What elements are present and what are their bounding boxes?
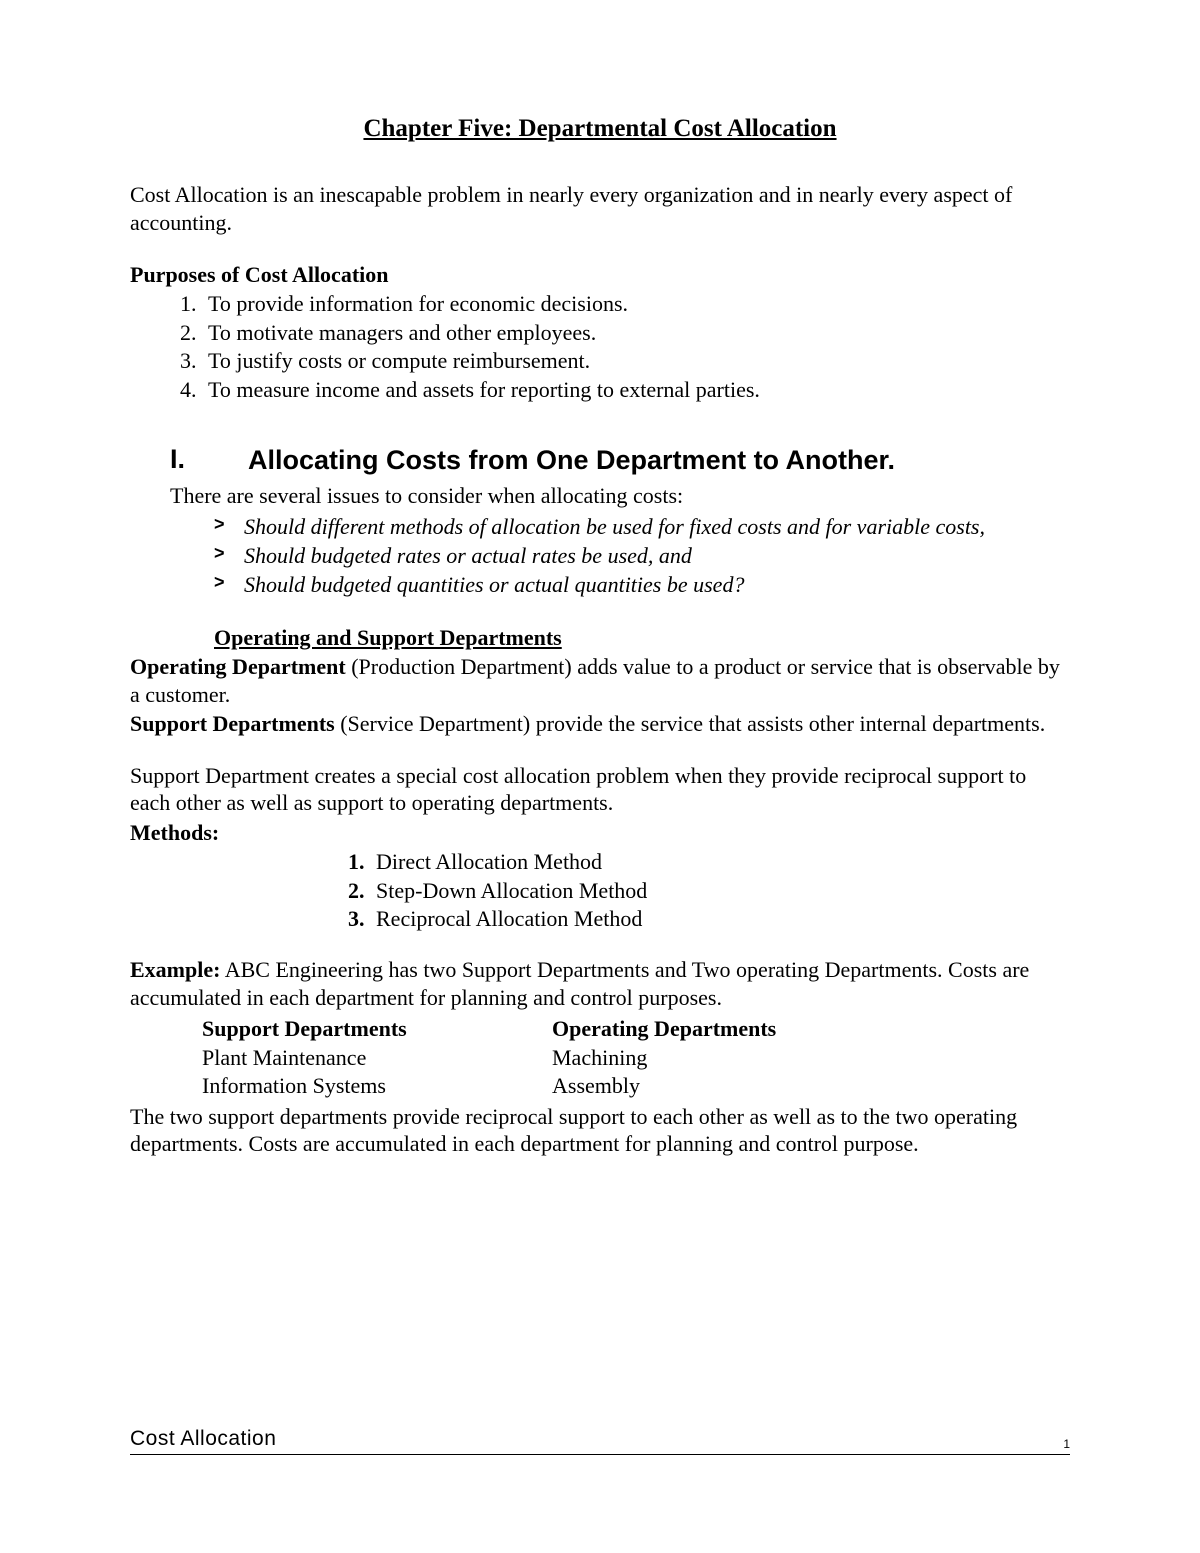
document-page: Chapter Five: Departmental Cost Allocati… <box>0 0 1200 1158</box>
closing-paragraph: The two support departments provide reci… <box>130 1103 1070 1158</box>
footer-page-number: 1 <box>1063 1437 1070 1451</box>
issues-intro: There are several issues to consider whe… <box>170 483 1070 509</box>
list-item: Reciprocal Allocation Method <box>370 905 1070 934</box>
example-para: Example: ABC Engineering has two Support… <box>130 956 1070 1011</box>
list-item: To measure income and assets for reporti… <box>202 376 1070 405</box>
opsupport-heading: Operating and Support Departments <box>214 625 1070 651</box>
section-roman: I. <box>170 444 248 475</box>
operating-def: Operating Department (Production Departm… <box>130 653 1070 708</box>
support-def: Support Departments (Service Department)… <box>130 710 1070 738</box>
list-item: Should budgeted quantities or actual qua… <box>214 571 1070 599</box>
section-title: Allocating Costs from One Department to … <box>248 444 895 476</box>
dept-head-operating: Operating Departments <box>552 1015 776 1044</box>
purposes-list: To provide information for economic deci… <box>130 290 1070 404</box>
list-item: To motivate managers and other employees… <box>202 319 1070 348</box>
intro-paragraph: Cost Allocation is an inescapable proble… <box>130 181 1070 236</box>
page-footer: Cost Allocation 1 <box>130 1427 1070 1455</box>
example-label: Example: <box>130 957 220 982</box>
support-label: Support Departments <box>130 711 335 736</box>
support-para2: Support Department creates a special cos… <box>130 762 1070 817</box>
footer-title: Cost Allocation <box>130 1427 276 1451</box>
table-cell: Plant Maintenance <box>202 1044 552 1073</box>
operating-label: Operating Department <box>130 654 346 679</box>
table-cell: Information Systems <box>202 1072 552 1101</box>
list-item: To justify costs or compute reimbursemen… <box>202 347 1070 376</box>
table-cell: Machining <box>552 1044 647 1073</box>
support-text: (Service Department) provide the service… <box>335 711 1045 736</box>
dept-table: Support Departments Operating Department… <box>202 1015 1070 1101</box>
list-item: To provide information for economic deci… <box>202 290 1070 319</box>
list-item: Step-Down Allocation Method <box>370 877 1070 906</box>
methods-heading: Methods: <box>130 819 1070 847</box>
list-item: Should different methods of allocation b… <box>214 513 1070 541</box>
chapter-title: Chapter Five: Departmental Cost Allocati… <box>130 115 1070 143</box>
section-heading: I. Allocating Costs from One Department … <box>170 444 1070 476</box>
purposes-heading: Purposes of Cost Allocation <box>130 262 1070 288</box>
methods-list: Direct Allocation Method Step-Down Alloc… <box>130 848 1070 934</box>
list-item: Should budgeted rates or actual rates be… <box>214 542 1070 570</box>
list-item: Direct Allocation Method <box>370 848 1070 877</box>
issues-list: Should different methods of allocation b… <box>130 513 1070 599</box>
dept-head-support: Support Departments <box>202 1015 552 1044</box>
table-cell: Assembly <box>552 1072 640 1101</box>
example-text: ABC Engineering has two Support Departme… <box>130 957 1029 1010</box>
